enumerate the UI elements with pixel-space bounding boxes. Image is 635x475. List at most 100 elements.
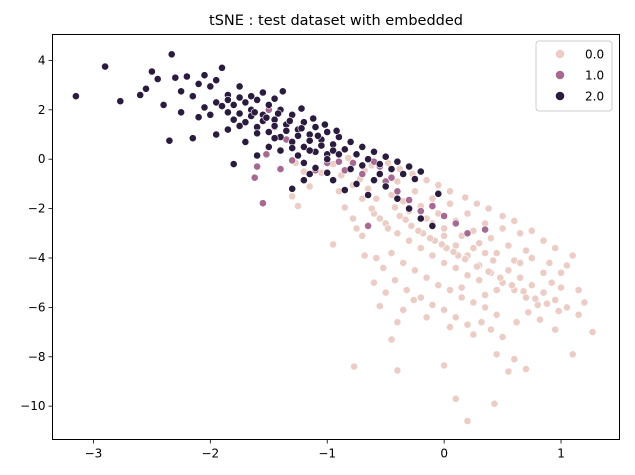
point-series-2-44: [387, 165, 396, 173]
point-series-2-47: [405, 162, 413, 171]
point-series-0-13: [428, 194, 437, 203]
point-series-0-10: [410, 187, 419, 196]
point-series-0-19: [463, 209, 472, 218]
point-series-2-13: [206, 82, 215, 91]
point-series-0-103: [294, 202, 302, 210]
point-series-0-45: [446, 286, 454, 294]
point-series-0-111: [358, 231, 367, 240]
point-series-0-76: [574, 310, 583, 319]
point-series-0-136: [461, 193, 470, 202]
point-series-0-158: [496, 273, 505, 282]
point-series-2-119: [375, 170, 384, 178]
point-series-0-88: [492, 350, 501, 359]
point-series-1-1: [250, 173, 259, 182]
point-series-2-0: [72, 92, 80, 101]
point-series-2-43: [381, 152, 390, 161]
point-series-2-39: [358, 142, 367, 151]
point-series-0-6: [387, 191, 396, 199]
point-series-2-58: [264, 128, 273, 136]
point-series-2-109: [136, 91, 145, 99]
point-series-1-27: [387, 173, 396, 182]
point-series-2-102: [235, 82, 244, 91]
point-series-0-171: [481, 291, 489, 299]
point-series-0-113: [372, 254, 381, 262]
point-series-2-121: [309, 114, 318, 123]
point-series-2-17: [229, 101, 238, 109]
point-series-2-126: [274, 109, 282, 118]
point-series-0-148: [372, 194, 381, 203]
point-series-0-161: [531, 294, 540, 303]
point-series-0-173: [516, 258, 524, 267]
x-tick-label-3: 0: [440, 447, 448, 461]
point-series-2-99: [270, 94, 279, 103]
point-series-0-60: [358, 194, 367, 203]
point-series-2-81: [299, 158, 308, 167]
point-series-2-82: [311, 163, 320, 172]
point-series-2-33: [323, 128, 332, 136]
y-axis: 4 2 0 −2 −4 −6 −8 −10: [20, 53, 53, 413]
point-series-0-154: [449, 247, 458, 256]
point-series-0-138: [434, 181, 443, 189]
point-series-0-156: [472, 262, 481, 271]
point-series-2-78: [264, 142, 273, 151]
point-series-2-110: [235, 122, 244, 130]
point-series-0-178: [481, 249, 489, 257]
point-series-1-21: [481, 225, 489, 234]
point-series-0-131: [527, 226, 536, 235]
legend-label-1: 1.0: [585, 69, 604, 83]
point-series-2-67: [317, 141, 326, 150]
point-series-1-22: [364, 221, 372, 230]
point-series-0-129: [551, 244, 560, 252]
point-series-0-84: [463, 320, 472, 329]
point-series-0-77: [545, 258, 554, 267]
point-series-0-104: [288, 192, 297, 201]
point-series-2-104: [218, 102, 226, 110]
point-series-0-96: [451, 394, 460, 403]
legend-marker-2: [555, 91, 565, 101]
point-series-2-7: [171, 73, 180, 82]
point-series-2-18: [235, 93, 244, 102]
point-series-1-20: [463, 229, 472, 238]
point-series-0-169: [469, 330, 478, 339]
point-series-0-46: [457, 293, 466, 302]
point-series-0-37: [451, 263, 460, 272]
point-series-0-21: [475, 239, 484, 248]
point-series-2-50: [212, 98, 221, 107]
point-series-0-175: [539, 268, 548, 277]
point-series-0-71: [516, 273, 524, 282]
point-series-0-110: [329, 240, 337, 249]
point-series-0-90: [504, 367, 513, 376]
point-series-2-64: [299, 142, 308, 151]
point-series-2-63: [294, 131, 302, 140]
point-series-0-72: [527, 281, 536, 290]
point-series-2-89: [381, 182, 390, 191]
point-series-0-94: [463, 417, 472, 425]
point-series-0-130: [539, 236, 548, 245]
point-series-0-152: [426, 234, 434, 243]
chart-title: tSNE : test dataset with embedded: [209, 13, 463, 29]
point-series-0-179: [489, 256, 498, 265]
point-series-0-91: [522, 365, 530, 373]
point-series-2-6: [167, 50, 176, 59]
point-series-0-150: [401, 215, 410, 224]
point-series-1-18: [440, 212, 448, 220]
point-series-0-80: [416, 293, 425, 302]
point-series-2-23: [264, 101, 273, 109]
point-series-0-82: [440, 305, 448, 314]
point-series-2-53: [235, 109, 244, 118]
point-series-2-107: [177, 108, 185, 117]
point-series-0-118: [477, 318, 486, 327]
point-series-0-32: [393, 229, 402, 238]
point-series-0-16: [446, 199, 454, 208]
point-series-0-87: [387, 335, 396, 344]
point-series-0-121: [512, 318, 521, 327]
point-series-0-62: [375, 214, 384, 223]
point-series-2-116: [334, 150, 343, 159]
point-series-2-11: [194, 80, 203, 88]
point-series-0-38: [463, 271, 472, 280]
point-series-0-114: [379, 263, 388, 272]
point-series-1-3: [262, 150, 271, 159]
point-series-0-155: [461, 255, 470, 264]
point-series-2-94: [434, 189, 443, 198]
